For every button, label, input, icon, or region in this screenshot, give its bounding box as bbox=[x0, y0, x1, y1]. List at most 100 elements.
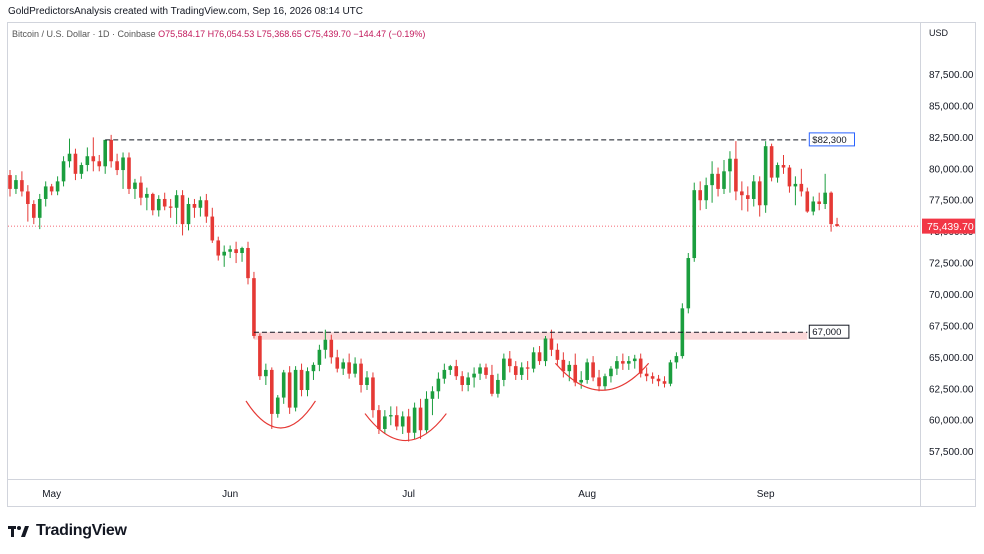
candle-body bbox=[270, 369, 274, 414]
candle-body bbox=[519, 367, 524, 375]
candle-body bbox=[162, 198, 167, 207]
resistance-label: $82,300 bbox=[812, 135, 846, 146]
y-tick-label: 87,500.00 bbox=[929, 70, 974, 81]
candle-body bbox=[359, 363, 363, 385]
candle-body bbox=[353, 363, 357, 374]
close-label: C bbox=[304, 29, 311, 39]
candle-body bbox=[400, 416, 405, 427]
candle-body bbox=[210, 216, 215, 241]
candle-body bbox=[204, 200, 209, 217]
tradingview-brand: TradingView bbox=[8, 522, 127, 540]
y-tick-label: 70,000.00 bbox=[929, 290, 974, 301]
candle-body bbox=[627, 361, 631, 364]
candle-body bbox=[240, 247, 244, 254]
candle-body bbox=[127, 157, 131, 189]
symbol-name: Bitcoin / U.S. Dollar · 1D · Coinbase bbox=[12, 29, 156, 39]
candle-body bbox=[829, 192, 833, 225]
candle-body bbox=[287, 372, 292, 408]
candle-body bbox=[139, 182, 143, 198]
x-tick-label: May bbox=[42, 489, 61, 500]
candle-body bbox=[341, 362, 345, 369]
candle-body bbox=[466, 377, 470, 385]
candle-body bbox=[323, 339, 328, 350]
candle-body bbox=[668, 362, 673, 384]
candle-body bbox=[198, 200, 203, 208]
candle-body bbox=[14, 180, 18, 189]
currency-label[interactable]: USD bbox=[929, 28, 949, 38]
candle-body bbox=[692, 190, 697, 259]
candle-body bbox=[597, 377, 601, 387]
candle-body bbox=[222, 251, 226, 256]
candle-body bbox=[174, 195, 179, 208]
y-tick-label: 80,000.00 bbox=[929, 164, 974, 175]
candle-body bbox=[281, 372, 286, 398]
candle-body bbox=[8, 175, 12, 189]
chart-frame bbox=[7, 22, 976, 507]
low-value: 75,368.65 bbox=[261, 29, 302, 39]
candle-body bbox=[484, 367, 488, 375]
candle-body bbox=[32, 203, 36, 218]
y-tick-label: 72,500.00 bbox=[929, 259, 974, 270]
candle-body bbox=[549, 338, 554, 350]
candle-body bbox=[442, 369, 447, 379]
candle-body bbox=[513, 366, 518, 375]
candle-body bbox=[293, 369, 298, 408]
candle-body bbox=[508, 358, 512, 367]
candle-body bbox=[740, 191, 744, 196]
candle-body bbox=[591, 362, 595, 378]
candle-body bbox=[26, 191, 30, 204]
candle-body bbox=[275, 397, 280, 414]
change-value: −144.47 (−0.19%) bbox=[353, 29, 426, 39]
candle-body bbox=[20, 180, 24, 192]
candle-body bbox=[781, 165, 786, 168]
low-label: L bbox=[256, 29, 262, 39]
candle-body bbox=[490, 374, 494, 394]
open-value: 75,584.17 bbox=[165, 29, 206, 39]
candle-body bbox=[151, 193, 155, 211]
support-label: 67,000 bbox=[812, 327, 841, 338]
candle-body bbox=[389, 415, 393, 417]
high-label: H bbox=[207, 29, 215, 39]
candle-body bbox=[603, 376, 607, 387]
ohlc-values: O75,584.17 H76,054.53 L75,368.65 C75,439… bbox=[158, 29, 425, 39]
candle-body bbox=[799, 183, 804, 192]
candle-body bbox=[43, 186, 48, 199]
candle-body bbox=[460, 376, 464, 385]
candle-body bbox=[472, 373, 476, 378]
candle-body bbox=[650, 376, 655, 379]
candle-body bbox=[121, 157, 125, 171]
open-label: O bbox=[158, 29, 166, 39]
candle-body bbox=[412, 407, 417, 433]
candle-body bbox=[835, 224, 839, 227]
candle-body bbox=[525, 367, 530, 369]
candle-body bbox=[734, 158, 738, 192]
candle-body bbox=[258, 335, 262, 377]
candle-body bbox=[305, 371, 310, 391]
candle-body bbox=[704, 185, 708, 201]
candle-body bbox=[769, 146, 774, 178]
candle-body bbox=[168, 206, 173, 208]
rounded-bottom-arc bbox=[364, 413, 447, 441]
candle-body bbox=[115, 161, 119, 171]
candle-body bbox=[216, 240, 221, 256]
candle-body bbox=[371, 377, 375, 411]
candle-body bbox=[543, 338, 548, 362]
candle-body bbox=[317, 349, 322, 365]
candle-body bbox=[49, 186, 54, 192]
candle-body bbox=[55, 181, 60, 192]
candle-body bbox=[424, 398, 429, 431]
candle-body bbox=[335, 357, 340, 369]
candle-body bbox=[751, 181, 756, 199]
candle-body bbox=[615, 361, 619, 369]
candle-body bbox=[531, 352, 536, 369]
created-header: GoldPredictorsAnalysis created with Trad… bbox=[8, 6, 363, 17]
candle-body bbox=[823, 192, 827, 204]
candle-body bbox=[436, 378, 441, 392]
candle-body bbox=[811, 201, 816, 212]
candle-body bbox=[638, 358, 643, 374]
candle-body bbox=[567, 364, 572, 372]
y-tick-label: 57,500.00 bbox=[929, 447, 974, 458]
candle-body bbox=[609, 368, 613, 377]
candle-body bbox=[192, 203, 197, 208]
